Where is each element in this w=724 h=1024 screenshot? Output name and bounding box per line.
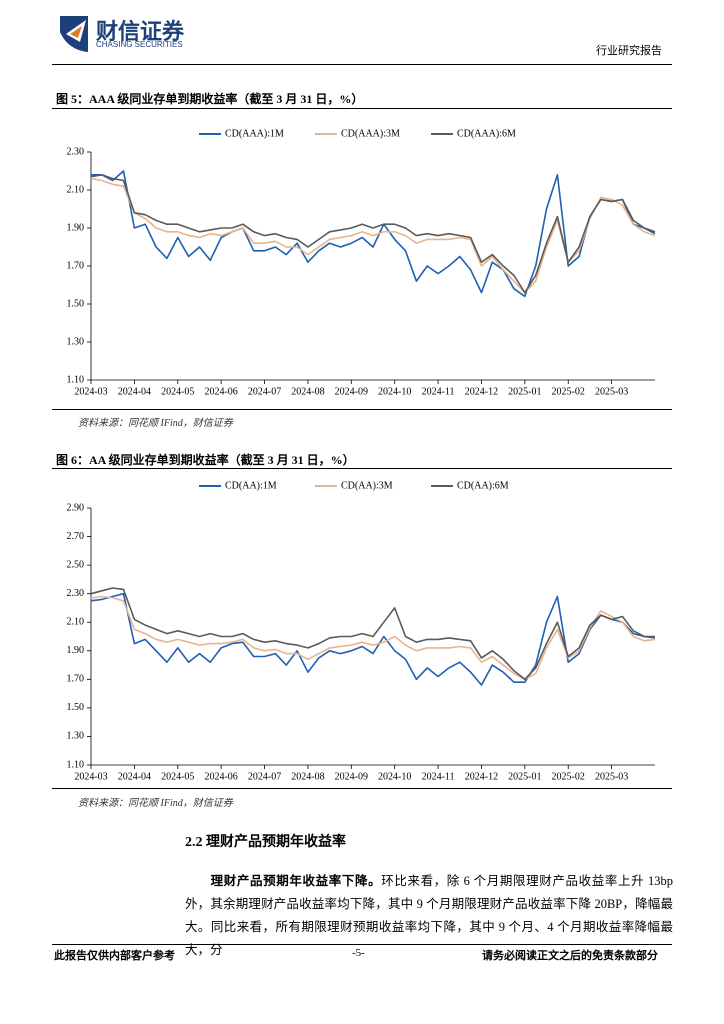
x-tick-label: 2024-09 [335,386,368,397]
x-tick-label: 2024-12 [465,386,498,397]
rule [52,409,672,410]
brand-en: CHASING SECURITIES [96,40,183,49]
y-tick-label: 1.30 [67,336,85,347]
legend-label: CD(AAA):3M [341,128,400,139]
chart: 1.10 1.30 1.50 1.70 1.90 2.10 2.30 2024-03 2024-… [67,128,656,397]
y-tick-label: 2.90 [67,502,85,513]
series-line [90,595,656,681]
rule [52,108,672,109]
series-line [90,174,656,294]
x-tick-label: 2025-01 [508,386,541,397]
x-tick-label: 2024-04 [118,771,151,782]
series-line [91,170,656,298]
x-tick-label: 2024-09 [335,771,368,782]
y-tick-label: 1.70 [67,260,85,271]
x-tick-label: 2024-11 [422,771,455,782]
y-tick-label: 2.30 [67,588,85,599]
x-tick-label: 2024-06 [204,771,237,782]
legend-label: CD(AA):1M [225,480,277,491]
x-tick-label: 2024-12 [465,771,498,782]
y-tick-label: 1.50 [67,702,85,713]
x-tick-label: 2024-07 [248,386,281,397]
paragraph: 理财产品预期年收益率下降。环比来看，除 6 个月期限理财产品收益率上升 13bp… [185,870,673,962]
lead: 理财产品预期年收益率下降。 [210,874,382,888]
legend-label: CD(AA):3M [341,480,393,491]
y-tick-label: 1.30 [67,731,85,742]
brand: 财信证券 [96,20,185,45]
x-tick-label: 2025-02 [552,386,585,397]
x-tick-label: 2024-08 [291,386,324,397]
logo-icon [60,16,88,52]
y-tick-label: 2.50 [67,559,85,570]
page-number: -5- [352,947,365,959]
rule [52,788,672,789]
x-tick-label: 2025-03 [595,386,628,397]
y-tick-label: 2.10 [67,184,85,195]
figure-title: 图 6：AA 级同业存单到期收益率（截至 3 月 31 日，%） [56,453,355,467]
source: 资料来源：同花顺 IFind，财信证券 [78,798,233,809]
figure-title: 图 5：AAA 级同业存单到期收益率（截至 3 月 31 日，%） [56,92,364,106]
x-tick-label: 2024-10 [378,386,411,397]
x-tick-label: 2024-08 [291,771,324,782]
x-tick-label: 2024-03 [74,386,107,397]
x-tick-label: 2025-02 [552,771,585,782]
report-type: 行业研究报告 [596,45,662,57]
series-line [90,587,655,681]
x-tick-label: 2025-03 [595,771,628,782]
y-tick-label: 1.90 [67,645,85,656]
x-tick-label: 2025-01 [508,771,541,782]
series-line [90,177,656,294]
x-tick-label: 2024-04 [118,386,151,397]
y-tick-label: 2.70 [67,531,85,542]
x-tick-label: 2024-10 [378,771,411,782]
y-tick-label: 2.30 [67,146,85,157]
x-tick-label: 2024-03 [74,771,107,782]
chart: 1.10 1.30 1.50 1.70 1.90 2.10 2.30 2.50 2.70 2.90… [67,480,656,782]
legend-label: CD(AAA):6M [457,128,516,139]
y-tick-label: 1.10 [67,374,85,385]
y-tick-label: 1.50 [67,298,85,309]
x-tick-label: 2024-11 [422,386,455,397]
section-heading: 2.2 理财产品预期年收益率 [185,835,346,850]
y-tick-label: 1.90 [67,222,85,233]
y-tick-label: 2.10 [67,617,85,628]
legend-label: CD(AAA):1M [225,128,284,139]
x-tick-label: 2024-07 [248,771,281,782]
x-tick-label: 2024-05 [161,386,194,397]
rule [52,468,672,469]
source: 资料来源：同花顺 IFind，财信证券 [78,418,233,429]
footer-left: 此报告仅供内部客户参考 [54,950,175,962]
series-line [90,592,656,686]
x-tick-label: 2024-05 [161,771,194,782]
y-tick-label: 1.10 [67,759,85,770]
y-tick-label: 1.70 [67,674,85,685]
footer-rule [52,944,672,945]
footer-right: 请务必阅读正文之后的免责条款部分 [482,950,658,962]
body-text: 环比来看，除 6 个月期限理财产品收益率上升 13bp 外，其余期理财产品收益率… [185,874,673,957]
x-tick-label: 2024-06 [204,386,237,397]
header-rule [52,64,672,65]
legend-label: CD(AA):6M [457,480,509,491]
